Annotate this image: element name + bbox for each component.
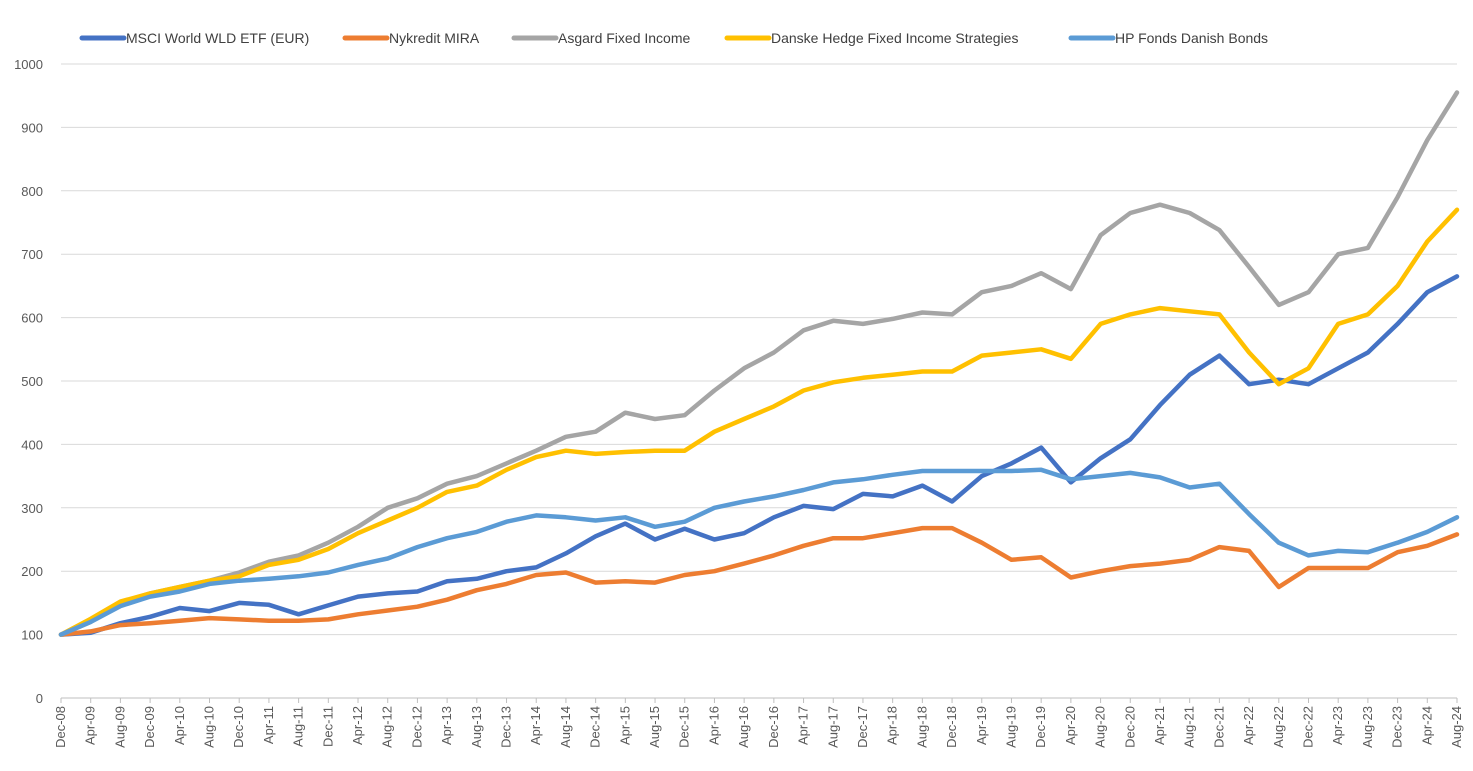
x-tick-label: Aug-12 xyxy=(380,706,395,748)
x-tick-label: Apr-12 xyxy=(350,706,365,745)
x-tick-label: Dec-14 xyxy=(588,706,603,748)
y-tick-label: 500 xyxy=(21,374,43,389)
x-tick-label: Aug-10 xyxy=(202,706,217,748)
y-tick-label: 700 xyxy=(21,247,43,262)
y-tick-label: 600 xyxy=(21,311,43,326)
x-tick-label: Dec-21 xyxy=(1211,706,1226,748)
legend-label: Danske Hedge Fixed Income Strategies xyxy=(771,30,1018,46)
x-tick-label: Aug-17 xyxy=(825,706,840,748)
x-tick-label: Aug-19 xyxy=(1003,706,1018,748)
series-line-4 xyxy=(58,467,1460,637)
y-tick-label: 100 xyxy=(21,628,43,643)
y-tick-label: 400 xyxy=(21,437,43,452)
x-tick-label: Dec-10 xyxy=(231,706,246,748)
legend-label: Nykredit MIRA xyxy=(389,30,480,46)
x-tick-label: Apr-23 xyxy=(1330,706,1345,745)
y-tick-label: 200 xyxy=(21,564,43,579)
x-tick-label: Apr-22 xyxy=(1241,706,1256,745)
x-tick-label: Aug-22 xyxy=(1271,706,1286,748)
x-tick-label: Aug-11 xyxy=(291,706,306,747)
x-tick-label: Apr-17 xyxy=(796,706,811,745)
legend-label: Asgard Fixed Income xyxy=(558,30,690,46)
x-tick-label: Aug-18 xyxy=(914,706,929,748)
x-tick-label: Dec-11 xyxy=(320,706,335,747)
y-tick-label: 1000 xyxy=(14,57,43,72)
x-tick-label: Apr-11 xyxy=(261,706,276,744)
y-axis: 0 100 200 300 400 500 600 700 800 900 1000 xyxy=(14,57,43,706)
x-tick-label: Dec-08 xyxy=(53,706,68,748)
y-tick-label: 0 xyxy=(36,691,43,706)
y-tick-label: 300 xyxy=(21,501,43,516)
x-tick-label: Aug-23 xyxy=(1360,706,1375,748)
x-tick-label: Apr-24 xyxy=(1419,706,1434,745)
x-tick-label: Aug-15 xyxy=(647,706,662,748)
series-line-2 xyxy=(58,90,1460,637)
y-tick-label: 900 xyxy=(21,120,43,135)
x-tick-label: Aug-14 xyxy=(558,706,573,748)
series-lines xyxy=(58,90,1460,637)
legend: MSCI World WLD ETF (EUR) Nykredit MIRA Asg… xyxy=(79,30,1268,46)
x-tick-label: Dec-13 xyxy=(499,706,514,748)
x-tick-label: Dec-17 xyxy=(855,706,870,748)
x-tick-label: Dec-15 xyxy=(677,706,692,748)
x-tick-label: Aug-09 xyxy=(112,706,127,748)
x-tick-label: Apr-15 xyxy=(617,706,632,745)
x-tick-label: Apr-10 xyxy=(172,706,187,745)
x-tick-label: Dec-22 xyxy=(1300,706,1315,748)
x-tick-label: Dec-09 xyxy=(142,706,157,748)
series-line-1 xyxy=(58,525,1460,637)
x-tick-label: Dec-16 xyxy=(766,706,781,748)
x-tick-label: Apr-20 xyxy=(1063,706,1078,745)
x-tick-label: Dec-18 xyxy=(944,706,959,748)
x-tick-label: Aug-16 xyxy=(736,706,751,748)
x-tick-label: Apr-19 xyxy=(974,706,989,745)
x-tick-label: Dec-20 xyxy=(1122,706,1137,748)
gridlines xyxy=(61,63,1457,699)
legend-label: MSCI World WLD ETF (EUR) xyxy=(126,30,309,46)
x-tick-label: Dec-12 xyxy=(409,706,424,748)
x-axis: Dec-08 Apr-09 Aug-09 Dec-09 Apr-10 Aug-10 Dec-… xyxy=(53,697,1464,748)
x-tick-label: Apr-18 xyxy=(885,706,900,745)
x-tick-label: Apr-13 xyxy=(439,706,454,745)
y-tick-label: 800 xyxy=(21,184,43,199)
x-tick-label: Aug-21 xyxy=(1182,706,1197,748)
series-line-3 xyxy=(58,207,1460,637)
legend-label: HP Fonds Danish Bonds xyxy=(1115,30,1268,46)
series-line-0 xyxy=(58,274,1460,637)
x-tick-label: Apr-14 xyxy=(528,706,543,745)
x-tick-label: Apr-09 xyxy=(83,706,98,745)
x-tick-label: Dec-19 xyxy=(1033,706,1048,748)
x-tick-label: Apr-16 xyxy=(706,706,721,745)
x-tick-label: Apr-21 xyxy=(1152,706,1167,745)
x-tick-label: Aug-13 xyxy=(469,706,484,748)
x-tick-label: Dec-23 xyxy=(1390,706,1405,748)
x-tick-label: Aug-20 xyxy=(1093,706,1108,748)
x-tick-label: Aug-24 xyxy=(1449,706,1464,748)
